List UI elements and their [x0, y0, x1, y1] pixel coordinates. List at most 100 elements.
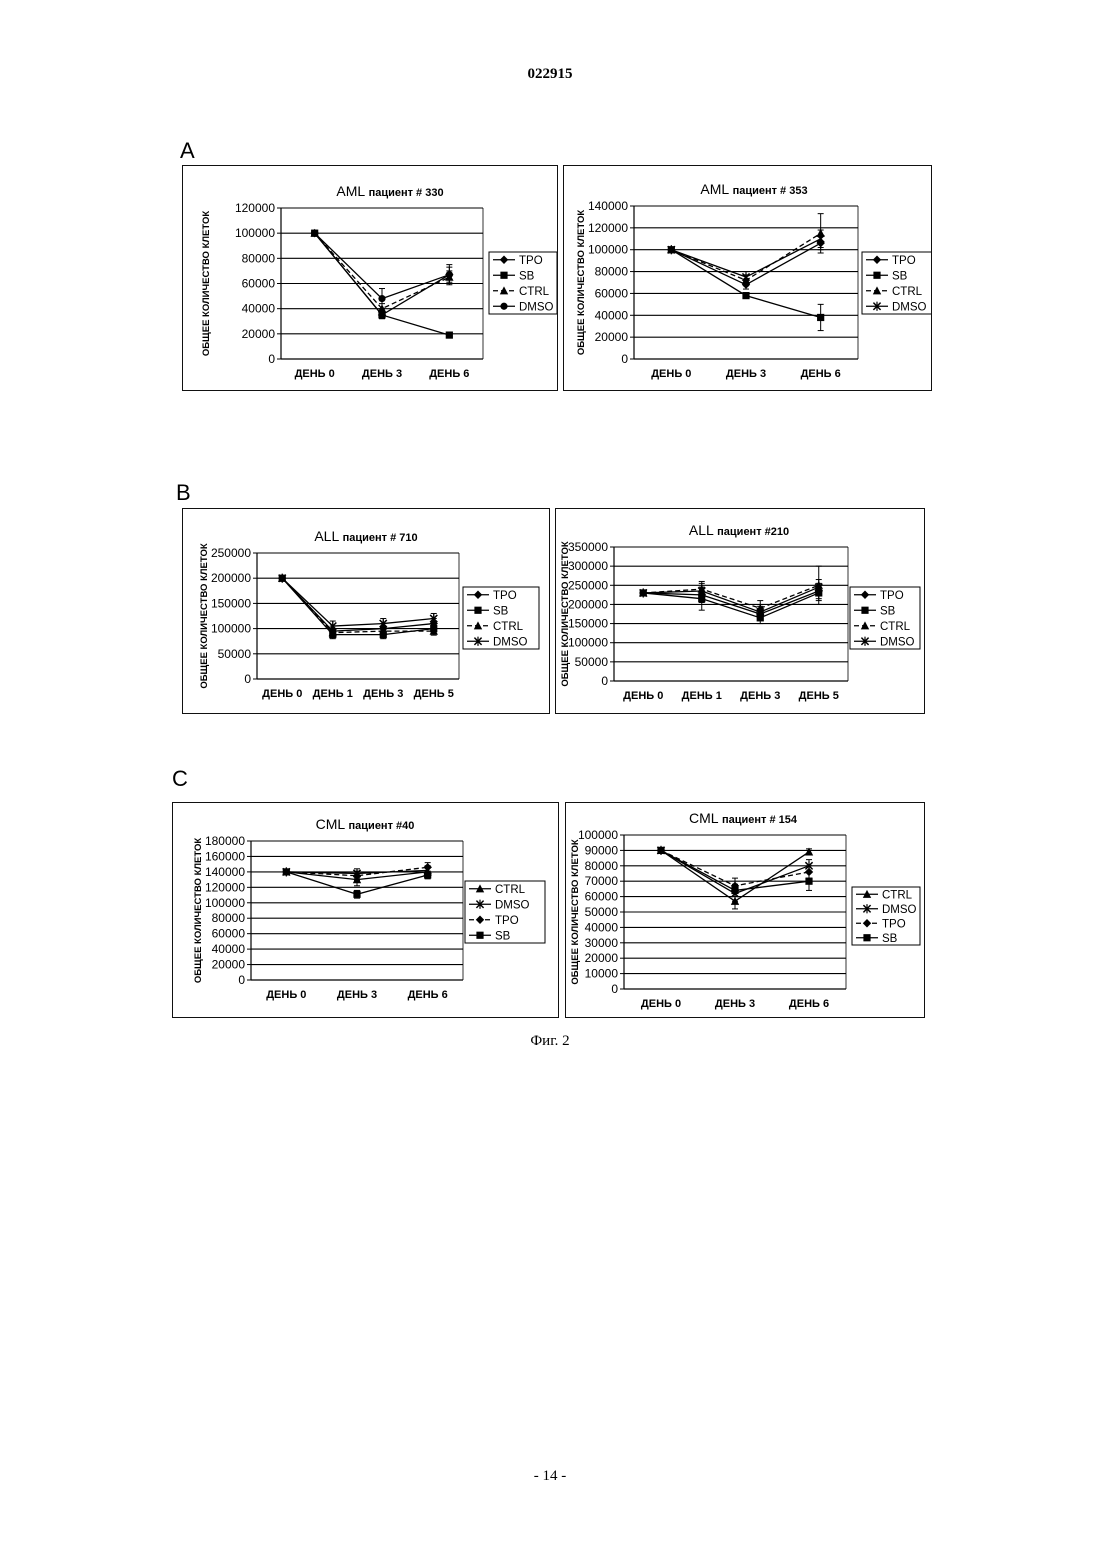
- section-label-c: C: [172, 766, 188, 792]
- y-tick-label: 100000: [211, 622, 251, 636]
- legend-label: SB: [495, 930, 511, 942]
- section-label-a: A: [180, 138, 195, 164]
- page-number: - 14 -: [0, 1468, 1100, 1485]
- legend-label: SB: [882, 933, 898, 945]
- legend-label: TPO: [880, 590, 904, 602]
- chart-title: CML пациент # 154: [689, 810, 798, 826]
- y-tick-label: 120000: [235, 201, 275, 215]
- y-tick-label: 50000: [575, 655, 609, 669]
- chart-all-710: ALL пациент # 71005000010000015000020000…: [182, 508, 550, 714]
- y-tick-label: 100000: [578, 828, 618, 842]
- legend-marker: [476, 932, 483, 939]
- y-tick-label: 40000: [242, 302, 276, 316]
- y-tick-label: 70000: [585, 874, 619, 888]
- legend-label: DMSO: [880, 636, 915, 648]
- chart-cml-40: CML пациент #400200004000060000800001000…: [172, 802, 559, 1018]
- y-tick-label: 100000: [568, 636, 608, 650]
- figure-caption: Фиг. 2: [0, 1033, 1100, 1050]
- y-tick-label: 40000: [595, 308, 629, 322]
- data-point: [805, 878, 812, 885]
- x-tick-label: ДЕНЬ 3: [726, 368, 766, 380]
- y-tick-label: 120000: [588, 221, 628, 235]
- y-tick-label: 100000: [588, 243, 628, 257]
- data-point: [742, 292, 749, 299]
- legend-marker: [500, 303, 507, 310]
- x-tick-label: ДЕНЬ 0: [651, 368, 691, 380]
- y-tick-label: 40000: [585, 920, 619, 934]
- x-tick-label: ДЕНЬ 0: [295, 368, 335, 380]
- x-tick-label: ДЕНЬ 0: [262, 688, 302, 700]
- chart-title: AML пациент # 353: [700, 181, 807, 197]
- legend: TPOSBCTRLDMSO: [850, 587, 920, 649]
- series-tpo: [278, 574, 438, 636]
- y-tick-label: 140000: [205, 865, 245, 879]
- y-tick-label: 100000: [205, 896, 245, 910]
- y-tick-label: 90000: [585, 843, 619, 857]
- legend-label: SB: [493, 605, 509, 617]
- x-tick-label: ДЕНЬ 3: [363, 688, 403, 700]
- data-point: [353, 891, 360, 898]
- section-label-b: B: [176, 480, 191, 506]
- y-axis-label: ОБЩЕЕ КОЛИЧЕСТВО КЛЕТОК: [199, 543, 210, 689]
- legend-marker: [863, 934, 870, 941]
- legend-marker: [861, 607, 868, 614]
- data-point: [731, 887, 738, 894]
- legend-label: TPO: [892, 255, 916, 267]
- y-tick-label: 250000: [211, 546, 251, 560]
- x-tick-label: ДЕНЬ 3: [337, 989, 377, 1001]
- y-tick-label: 10000: [585, 967, 619, 981]
- y-axis-label: ОБЩЕЕ КОЛИЧЕСТВО КЛЕТОК: [570, 839, 581, 985]
- series-ctrl: [278, 574, 438, 637]
- y-tick-label: 350000: [568, 540, 608, 554]
- legend-label: DMSO: [519, 301, 554, 313]
- y-tick-label: 100000: [235, 226, 275, 240]
- x-tick-label: ДЕНЬ 3: [362, 368, 402, 380]
- chart-title: CML пациент #40: [316, 816, 415, 832]
- y-tick-label: 150000: [211, 596, 251, 610]
- data-point: [742, 272, 749, 281]
- legend-marker: [500, 272, 507, 279]
- series-line: [282, 578, 434, 631]
- data-point: [446, 271, 453, 278]
- y-tick-label: 60000: [595, 286, 629, 300]
- chart-svg: CML пациент # 15401000020000300004000050…: [566, 803, 924, 1017]
- chart-cml-154: CML пациент # 15401000020000300004000050…: [565, 802, 925, 1018]
- legend-marker: [474, 607, 481, 614]
- y-tick-label: 80000: [585, 859, 619, 873]
- legend-label: SB: [519, 270, 535, 282]
- x-tick-label: ДЕНЬ 0: [623, 690, 663, 702]
- chart-svg: AML пациент # 35302000040000600008000010…: [564, 166, 931, 390]
- y-tick-label: 20000: [585, 951, 619, 965]
- y-axis-label: ОБЩЕЕ КОЛИЧЕСТВО КЛЕТОК: [193, 838, 204, 984]
- x-tick-label: ДЕНЬ 6: [408, 989, 448, 1001]
- y-tick-label: 0: [244, 672, 251, 686]
- x-tick-label: ДЕНЬ 6: [789, 998, 829, 1010]
- data-point: [817, 314, 824, 321]
- data-point: [378, 295, 385, 302]
- y-tick-label: 20000: [212, 958, 246, 972]
- chart-aml-330: AML пациент # 33002000040000600008000010…: [182, 165, 558, 391]
- y-tick-label: 40000: [212, 942, 246, 956]
- y-tick-label: 120000: [205, 880, 245, 894]
- y-tick-label: 300000: [568, 559, 608, 573]
- data-point: [657, 847, 664, 854]
- y-tick-label: 0: [621, 352, 628, 366]
- data-point: [283, 868, 290, 875]
- y-tick-label: 200000: [211, 571, 251, 585]
- y-tick-label: 0: [611, 982, 618, 996]
- series-sb: [311, 230, 453, 339]
- legend: CTRLDMSOTPOSB: [465, 881, 545, 943]
- y-tick-label: 60000: [242, 277, 276, 291]
- legend-label: DMSO: [493, 636, 528, 648]
- x-tick-label: ДЕНЬ 6: [429, 368, 469, 380]
- x-tick-label: ДЕНЬ 6: [801, 368, 841, 380]
- x-tick-label: ДЕНЬ 0: [641, 998, 681, 1010]
- legend: TPOSBCTRLDMSO: [463, 587, 539, 649]
- chart-title: ALL пациент #210: [689, 522, 789, 538]
- y-tick-label: 60000: [212, 927, 246, 941]
- series-dmso: [668, 230, 825, 282]
- y-tick-label: 30000: [585, 936, 619, 950]
- legend-label: TPO: [882, 918, 906, 930]
- y-tick-label: 20000: [242, 327, 276, 341]
- legend-label: CTRL: [495, 884, 526, 896]
